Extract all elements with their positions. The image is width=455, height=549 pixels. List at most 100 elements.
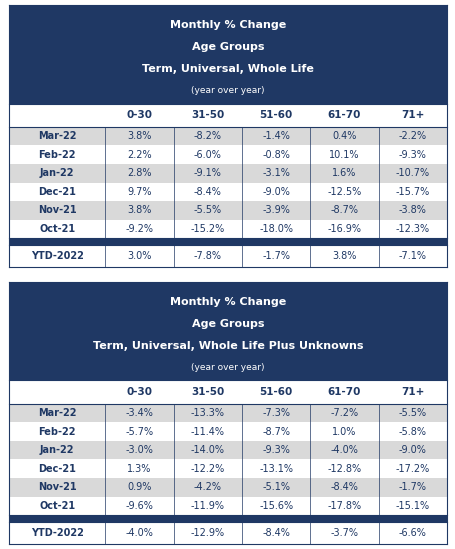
Text: (year over year): (year over year) xyxy=(191,363,264,372)
Text: -17.2%: -17.2% xyxy=(395,464,429,474)
Text: Term, Universal, Whole Life: Term, Universal, Whole Life xyxy=(142,64,313,74)
Text: 31-50: 31-50 xyxy=(191,387,224,397)
Bar xyxy=(9,404,446,422)
Bar xyxy=(9,104,446,127)
Text: Age Groups: Age Groups xyxy=(192,42,263,52)
Text: -9.6%: -9.6% xyxy=(126,501,153,511)
Text: -8.7%: -8.7% xyxy=(262,427,289,436)
Text: -5.1%: -5.1% xyxy=(262,482,289,492)
Text: 61-70: 61-70 xyxy=(327,387,360,397)
Text: -5.7%: -5.7% xyxy=(125,427,153,436)
Text: 3.8%: 3.8% xyxy=(127,131,152,141)
Bar xyxy=(9,238,446,245)
Text: Feb-22: Feb-22 xyxy=(38,427,76,436)
Bar xyxy=(9,515,446,522)
Bar xyxy=(9,5,446,104)
Text: 51-60: 51-60 xyxy=(259,110,292,120)
Bar xyxy=(9,164,446,182)
Text: -8.4%: -8.4% xyxy=(330,482,358,492)
Text: Mar-22: Mar-22 xyxy=(38,408,76,418)
Text: -14.0%: -14.0% xyxy=(191,445,224,455)
Text: -12.8%: -12.8% xyxy=(327,464,361,474)
Text: -12.2%: -12.2% xyxy=(190,464,224,474)
Text: Monthly % Change: Monthly % Change xyxy=(170,297,285,307)
Text: -3.9%: -3.9% xyxy=(262,205,289,215)
Text: -3.7%: -3.7% xyxy=(330,528,358,537)
Bar xyxy=(9,220,446,238)
Text: 1.3%: 1.3% xyxy=(127,464,152,474)
Text: YTD-2022: YTD-2022 xyxy=(31,251,84,261)
Text: -3.0%: -3.0% xyxy=(126,445,153,455)
Text: 3.8%: 3.8% xyxy=(127,205,152,215)
Bar xyxy=(9,478,446,496)
Text: -3.1%: -3.1% xyxy=(262,168,289,178)
Text: -13.1%: -13.1% xyxy=(258,464,293,474)
Bar xyxy=(9,380,446,404)
Text: 61-70: 61-70 xyxy=(327,110,360,120)
Bar xyxy=(9,127,446,145)
Text: -6.0%: -6.0% xyxy=(193,150,221,160)
Text: Jan-22: Jan-22 xyxy=(40,445,74,455)
Text: -17.8%: -17.8% xyxy=(327,501,361,511)
Text: Age Groups: Age Groups xyxy=(192,319,263,329)
Text: Monthly % Change: Monthly % Change xyxy=(170,20,285,30)
Text: -4.0%: -4.0% xyxy=(126,528,153,537)
Text: 1.0%: 1.0% xyxy=(332,427,356,436)
Text: 3.0%: 3.0% xyxy=(127,251,152,261)
Bar xyxy=(9,245,446,267)
Text: 3.8%: 3.8% xyxy=(332,251,356,261)
Bar xyxy=(9,496,446,515)
Text: Jan-22: Jan-22 xyxy=(40,168,74,178)
Bar xyxy=(9,522,446,544)
Text: -1.7%: -1.7% xyxy=(398,482,426,492)
Text: -11.9%: -11.9% xyxy=(191,501,224,511)
Text: -4.0%: -4.0% xyxy=(330,445,358,455)
Text: -13.3%: -13.3% xyxy=(191,408,224,418)
Text: Feb-22: Feb-22 xyxy=(38,150,76,160)
Text: Dec-21: Dec-21 xyxy=(38,187,76,197)
Text: -8.4%: -8.4% xyxy=(193,187,221,197)
Text: Oct-21: Oct-21 xyxy=(39,224,75,234)
Bar xyxy=(9,182,446,201)
Text: -7.3%: -7.3% xyxy=(262,408,289,418)
Text: -18.0%: -18.0% xyxy=(258,224,293,234)
Text: -8.7%: -8.7% xyxy=(330,205,358,215)
Text: 71+: 71+ xyxy=(400,387,424,397)
Text: -9.0%: -9.0% xyxy=(262,187,289,197)
Text: -3.8%: -3.8% xyxy=(398,205,426,215)
Text: -12.9%: -12.9% xyxy=(190,528,224,537)
Bar xyxy=(9,282,446,380)
Text: YTD-2022: YTD-2022 xyxy=(31,528,84,537)
Text: 9.7%: 9.7% xyxy=(127,187,152,197)
Text: -5.5%: -5.5% xyxy=(398,408,426,418)
Text: -6.6%: -6.6% xyxy=(398,528,426,537)
Text: 0-30: 0-30 xyxy=(126,110,152,120)
Text: -15.2%: -15.2% xyxy=(190,224,224,234)
Text: 2.8%: 2.8% xyxy=(127,168,152,178)
Text: 0.9%: 0.9% xyxy=(127,482,152,492)
Text: 31-50: 31-50 xyxy=(191,110,224,120)
Text: -15.7%: -15.7% xyxy=(395,187,429,197)
Text: -3.4%: -3.4% xyxy=(126,408,153,418)
Text: -1.7%: -1.7% xyxy=(262,251,289,261)
Text: 71+: 71+ xyxy=(400,110,424,120)
Text: -2.2%: -2.2% xyxy=(398,131,426,141)
Text: -11.4%: -11.4% xyxy=(191,427,224,436)
Text: -5.5%: -5.5% xyxy=(193,205,222,215)
Text: 10.1%: 10.1% xyxy=(329,150,359,160)
Text: 1.6%: 1.6% xyxy=(332,168,356,178)
Text: Oct-21: Oct-21 xyxy=(39,501,75,511)
Text: 2.2%: 2.2% xyxy=(127,150,152,160)
Text: Nov-21: Nov-21 xyxy=(38,205,76,215)
Text: -7.8%: -7.8% xyxy=(193,251,222,261)
Text: -9.0%: -9.0% xyxy=(398,445,426,455)
Text: -15.1%: -15.1% xyxy=(395,501,429,511)
Text: -8.4%: -8.4% xyxy=(262,528,289,537)
Text: -9.2%: -9.2% xyxy=(125,224,153,234)
Text: -7.1%: -7.1% xyxy=(398,251,426,261)
Text: -12.3%: -12.3% xyxy=(395,224,429,234)
Text: -7.2%: -7.2% xyxy=(330,408,358,418)
Bar xyxy=(9,422,446,441)
Text: -9.3%: -9.3% xyxy=(262,445,289,455)
Text: Term, Universal, Whole Life Plus Unknowns: Term, Universal, Whole Life Plus Unknown… xyxy=(92,340,363,350)
